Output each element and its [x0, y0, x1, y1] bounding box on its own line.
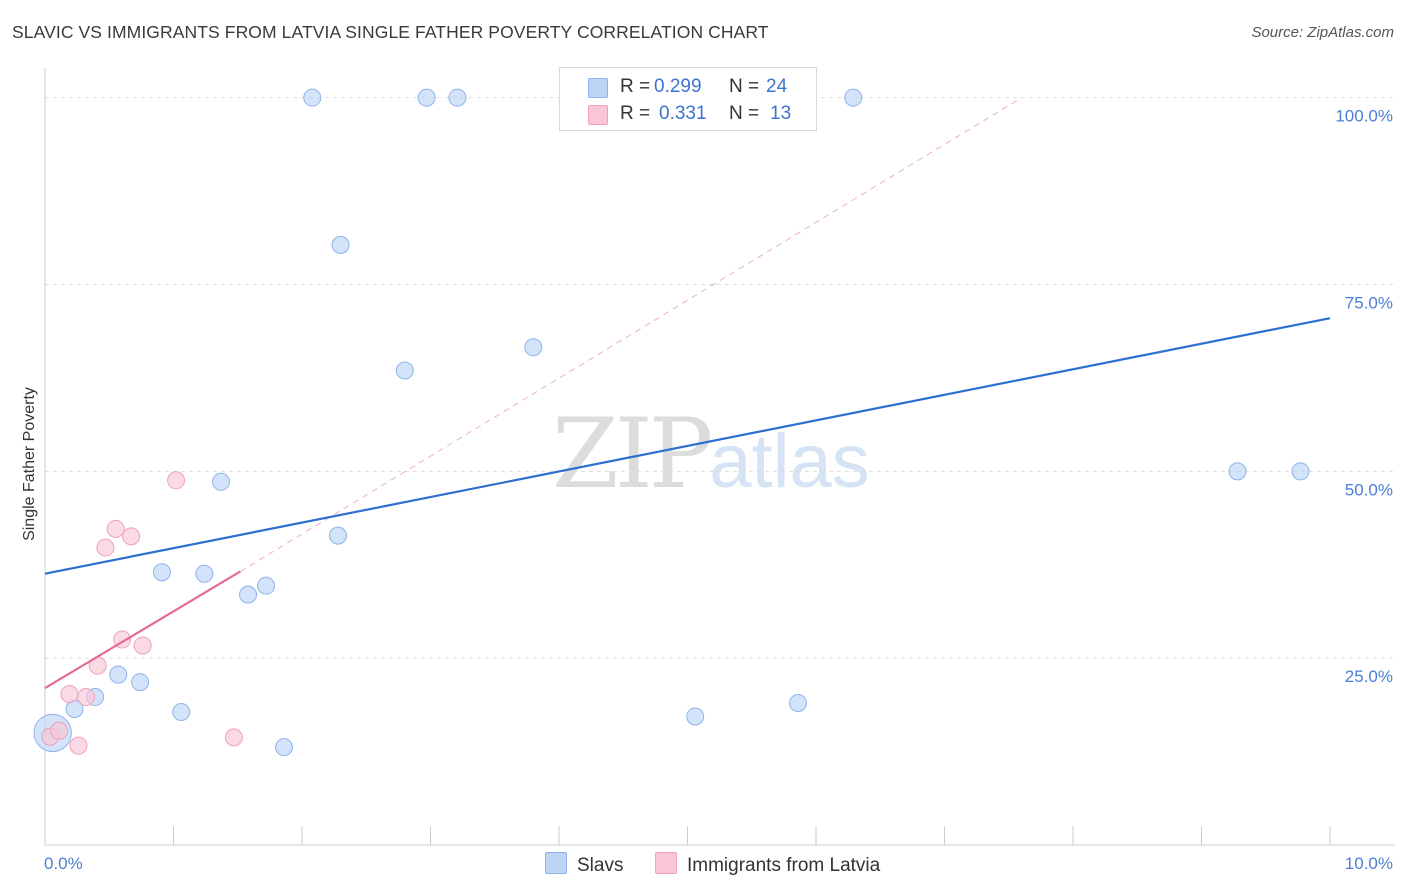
latvia-point-3	[69, 736, 88, 755]
latvia-point-12	[224, 728, 243, 747]
legend-r-label-latvia: R =	[620, 103, 651, 124]
slavs-point-3	[109, 665, 128, 684]
slavs-point-16	[417, 88, 436, 107]
bottom-legend-slavs: Slavs	[545, 852, 623, 877]
slavs-point-6	[172, 702, 191, 721]
x-tick-label-max: 10.0%	[1345, 854, 1393, 873]
bottom-legend-label-slavs: Slavs	[577, 855, 624, 876]
legend-n-label-latvia: N =	[729, 103, 760, 124]
slavs-point-10	[257, 576, 276, 595]
legend-r-label-slavs: R =	[620, 76, 651, 97]
latvia-point-10	[133, 636, 152, 655]
slavs-point-18	[524, 338, 543, 357]
correlation-legend: R = 0.299 N = 24 R = 0.331 N = 13	[559, 67, 817, 131]
slavs-point-13	[328, 526, 347, 545]
slavs-point-21	[844, 88, 863, 107]
slavs-point-11	[275, 738, 294, 757]
chart-title: SLAVIC VS IMMIGRANTS FROM LATVIA SINGLE …	[12, 22, 769, 42]
legend-r-value-latvia: 0.331	[659, 103, 707, 124]
slavs-point-12	[303, 88, 322, 107]
slavs-point-4	[131, 673, 150, 692]
slavs-point-17	[448, 88, 467, 107]
slavs-point-15	[395, 361, 414, 380]
y-tick-label-25: 25.0%	[1345, 667, 1393, 686]
legend-swatch-slavs	[588, 78, 608, 98]
y-tick-label-50: 50.0%	[1345, 480, 1393, 499]
legend-n-value-slavs: 24	[766, 76, 788, 97]
slavs-point-22	[1228, 462, 1247, 481]
slavs-point-23	[1291, 462, 1310, 481]
y-tick-label-100: 100.0%	[1335, 107, 1393, 126]
slavs-point-5	[152, 563, 171, 582]
x-tick-label-min: 0.0%	[44, 854, 83, 873]
slavs-point-7	[195, 564, 214, 583]
latvia-point-7	[106, 519, 125, 538]
slavs-point-19	[686, 707, 705, 726]
source-label: Source: ZipAtlas.com	[1251, 24, 1394, 41]
trend-line-slavs	[44, 317, 1331, 575]
slavs-point-14	[331, 235, 350, 254]
latvia-point-1	[50, 721, 69, 740]
legend-n-label-slavs: N =	[729, 76, 760, 97]
legend-swatch-latvia	[588, 105, 608, 125]
bottom-legend-swatch-latvia	[655, 852, 677, 874]
legend-r-value-slavs: 0.299	[654, 76, 702, 97]
latvia-point-2	[60, 685, 79, 704]
bottom-legend-latvia: Immigrants from Latvia	[655, 852, 880, 877]
latvia-point-6	[96, 538, 115, 557]
legend-row-slavs: R = 0.299 N = 24	[560, 74, 816, 100]
bottom-legend-label-latvia: Immigrants from Latvia	[687, 855, 881, 876]
latvia-point-11	[167, 471, 186, 490]
slavs-point-9	[239, 585, 258, 604]
bottom-legend-swatch-slavs	[545, 852, 567, 874]
slavs-point-8	[212, 472, 231, 491]
y-tick-label-75: 75.0%	[1345, 294, 1393, 313]
latvia-point-4	[77, 688, 96, 707]
slavs-point-20	[789, 694, 808, 713]
legend-row-latvia: R = 0.331 N = 13	[560, 101, 816, 127]
legend-n-value-latvia: 13	[770, 103, 792, 124]
trend-line-latvia	[44, 570, 241, 690]
y-axis-label: Single Father Poverty	[21, 387, 38, 541]
trend-extension-latvia	[240, 97, 1022, 572]
latvia-point-9	[122, 527, 141, 546]
